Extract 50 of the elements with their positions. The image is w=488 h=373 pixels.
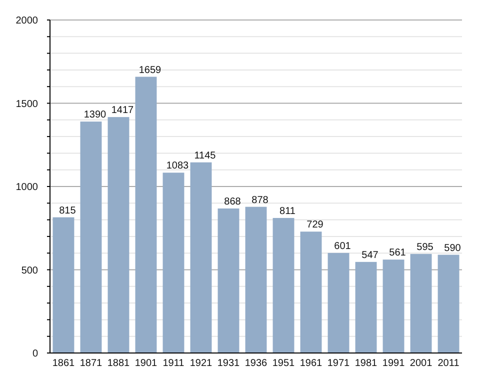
data-label: 1659: [138, 64, 162, 76]
x-tick-label: 1861: [52, 358, 76, 369]
x-tick-label: 1981: [354, 358, 378, 369]
bar: [272, 218, 294, 353]
y-tick-label: 500: [21, 265, 38, 276]
x-tick-label: 1936: [244, 358, 268, 369]
data-label: 601: [334, 240, 352, 252]
data-label: 811: [280, 206, 296, 217]
bar: [410, 254, 432, 353]
x-tick-label: 2011: [438, 358, 460, 369]
bar: [245, 206, 267, 353]
y-tick-label: 1500: [16, 98, 38, 110]
data-label: 1417: [111, 105, 134, 116]
x-tick-label: 1871: [80, 358, 103, 369]
data-label: 1390: [84, 110, 107, 121]
bar: [162, 172, 184, 353]
x-tick-label: 1921: [190, 358, 213, 369]
data-label: 1083: [166, 160, 190, 172]
data-label: 547: [362, 250, 379, 261]
data-label: 815: [59, 205, 76, 216]
bar: [135, 76, 157, 353]
bar: [190, 162, 212, 353]
data-label: 729: [306, 220, 324, 231]
x-tick-label: 1931: [217, 358, 240, 369]
x-tick-label: 1951: [272, 358, 296, 369]
y-tick-label: 0: [32, 348, 38, 360]
bar: [80, 122, 102, 353]
bar: [300, 232, 322, 353]
x-tick-label: 1881: [107, 358, 130, 369]
x-tick-label: 1911: [162, 358, 185, 369]
x-tick-label: 2001: [410, 358, 433, 369]
data-label: 561: [389, 248, 406, 259]
bar: [438, 254, 460, 353]
bar: [382, 260, 404, 353]
data-label: 878: [252, 194, 269, 206]
bar: [355, 262, 377, 353]
x-tick-label: 1961: [300, 358, 323, 369]
bar: [328, 252, 350, 353]
bar: [108, 117, 130, 353]
bar: [52, 217, 74, 353]
data-label: 1145: [194, 150, 216, 162]
y-tick-label: 1000: [16, 182, 38, 193]
data-label: 595: [416, 242, 434, 253]
bar: [218, 208, 240, 353]
x-tick-label: 1901: [134, 358, 158, 369]
x-tick-label: 1991: [382, 358, 406, 369]
x-tick-label: 1971: [327, 358, 350, 369]
data-label: 868: [224, 196, 242, 208]
data-label: 590: [444, 242, 462, 254]
y-tick-label: 2000: [16, 16, 38, 26]
